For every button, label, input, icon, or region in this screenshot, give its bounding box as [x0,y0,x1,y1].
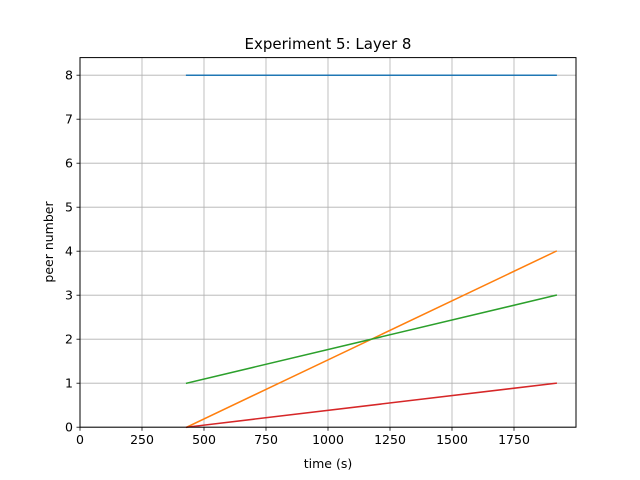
series-line-4 [185,382,557,429]
chart-title: Experiment 5: Layer 8 [245,35,412,53]
series-layer [185,74,558,429]
x-axis-label: time (s) [304,456,352,471]
y-tick-label: 4 [65,244,73,259]
series-line-3 [185,294,558,385]
x-tick-label: 1000 [312,432,344,447]
x-ticks: 0 250 500 750 1000 1250 1500 1750 [76,427,530,447]
x-tick-label: 1500 [436,432,468,447]
y-tick-label: 7 [65,112,73,127]
x-tick-label: 1250 [374,432,406,447]
y-tick-label: 3 [65,288,73,303]
x-tick-label: 1750 [498,432,530,447]
x-tick-label: 500 [192,432,216,447]
x-tick-label: 0 [76,432,84,447]
y-tick-label: 2 [65,332,73,347]
x-tick-label: 750 [254,432,278,447]
y-tick-label: 8 [65,68,73,83]
y-tick-label: 0 [65,420,73,435]
x-tick-label: 250 [130,432,154,447]
y-tick-label: 1 [65,376,73,391]
y-ticks: 0 1 2 3 4 5 6 7 8 [65,68,80,435]
y-axis-label: peer number [41,201,56,283]
y-tick-label: 5 [65,200,73,215]
y-tick-label: 6 [65,156,73,171]
